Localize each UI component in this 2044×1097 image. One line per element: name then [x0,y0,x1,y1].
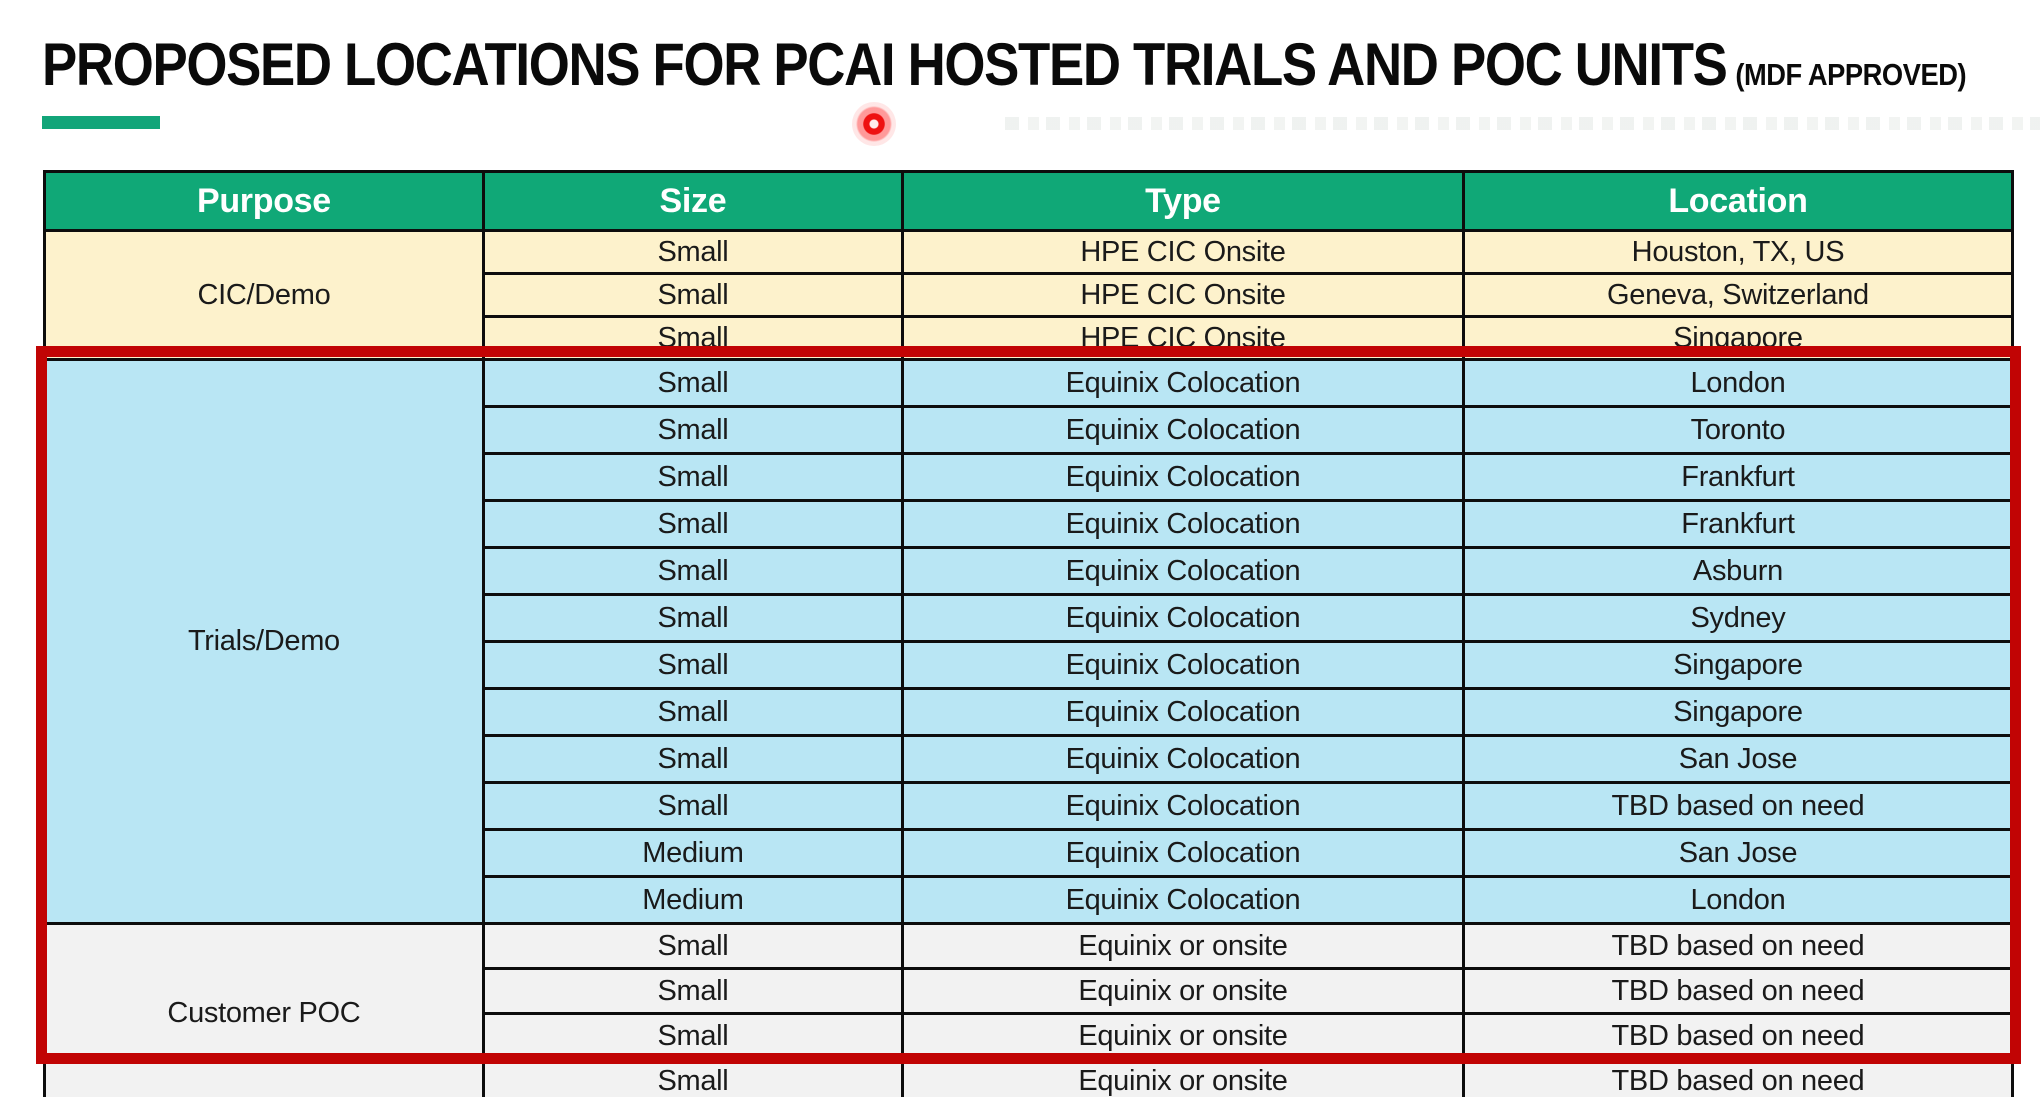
type-cell: Equinix Colocation [901,593,1465,643]
type-cell: Equinix Colocation [901,875,1465,925]
type-cell: HPE CIC Onsite [901,272,1465,318]
location-cell: Houston, TX, US [1461,229,2015,275]
size-cell: Small [481,272,905,318]
type-cell: Equinix Colocation [901,781,1465,831]
size-cell: Small [481,1057,905,1097]
table-row: Small Equinix Colocation Asburn [45,546,2015,596]
size-cell: Small [481,405,905,455]
type-cell: Equinix Colocation [901,499,1465,549]
location-cell: Toronto [1461,405,2015,455]
type-cell: Equinix Colocation [901,358,1465,408]
size-cell: Small [481,640,905,690]
size-cell: Small [481,1012,905,1060]
column-header-location: Location [1461,170,2015,232]
table-header: Purpose Size Type Location [43,170,2015,232]
table-body: CIC/Demo Small HPE CIC Onsite Houston, TX, … [43,229,2015,1097]
type-cell: Equinix Colocation [901,640,1465,690]
table-row: Small Equinix or onsite TBD based on need [45,967,2015,1015]
type-cell: Equinix or onsite [901,967,1465,1015]
type-cell: Equinix or onsite [901,1012,1465,1060]
table-row: Medium Equinix Colocation San Jose [45,828,2015,878]
location-cell: Frankfurt [1461,499,2015,549]
location-cell: Singapore [1461,315,2015,361]
type-cell: Equinix Colocation [901,546,1465,596]
type-cell: Equinix Colocation [901,828,1465,878]
table-header-row: Purpose Size Type Location [43,170,2015,232]
table-row: Small Equinix Colocation Toronto [45,405,2015,455]
location-cell: Geneva, Switzerland [1461,272,2015,318]
table-row: Small Equinix Colocation TBD based on need [45,781,2015,831]
location-cell: TBD based on need [1461,922,2015,970]
table-row: Small Equinix Colocation Sydney [45,593,2015,643]
table-row: Small Equinix Colocation Frankfurt [45,452,2015,502]
table-row: Small Equinix Colocation Singapore [45,640,2015,690]
column-header-size: Size [481,170,905,232]
table-row: Small HPE CIC Onsite Geneva, Switzerland [45,272,2015,318]
size-cell: Small [481,229,905,275]
column-header-purpose: Purpose [43,170,485,232]
location-cell: Singapore [1461,640,2015,690]
size-cell: Small [481,734,905,784]
location-cell: London [1461,358,2015,408]
size-cell: Small [481,358,905,408]
table-row: Small Equinix Colocation Singapore [45,687,2015,737]
location-cell: San Jose [1461,828,2015,878]
location-cell: TBD based on need [1461,781,2015,831]
location-cell: Sydney [1461,593,2015,643]
table-row: CIC/Demo Small HPE CIC Onsite Houston, TX, … [43,229,2015,361]
size-cell: Small [481,781,905,831]
size-cell: Small [481,499,905,549]
location-cell: San Jose [1461,734,2015,784]
type-cell: Equinix Colocation [901,452,1465,502]
type-cell: HPE CIC Onsite [901,229,1465,275]
location-cell: Frankfurt [1461,452,2015,502]
title-accent-underline [42,116,160,129]
type-cell: Equinix or onsite [901,922,1465,970]
page-title-suffix: (MDF APPROVED) [1735,57,1967,92]
location-cell: TBD based on need [1461,967,2015,1015]
type-cell: HPE CIC Onsite [901,315,1465,361]
size-cell: Medium [481,875,905,925]
purpose-cell: Customer POC [43,922,485,1097]
location-cell: TBD based on need [1461,1057,2015,1097]
location-cell: Asburn [1461,546,2015,596]
size-cell: Small [481,687,905,737]
table-row: Small Equinix Colocation San Jose [45,734,2015,784]
size-cell: Small [481,922,905,970]
size-cell: Small [481,593,905,643]
type-cell: Equinix Colocation [901,405,1465,455]
laser-pointer-dot [852,102,896,146]
locations-table: Purpose Size Type Location CIC/Demo Small… [43,170,2015,1097]
table-row: Small Equinix Colocation Frankfurt [45,499,2015,549]
table-row: Trials/Demo Small Equinix Colocation London [43,358,2015,925]
type-cell: Equinix or onsite [901,1057,1465,1097]
column-header-type: Type [901,170,1465,232]
page-title-main: PROPOSED LOCATIONS FOR PCAI HOSTED TRIAL… [42,31,1728,98]
location-cell: TBD based on need [1461,1012,2015,1060]
table-row: Customer POC Small Equinix or onsite TBD ba… [43,922,2015,1097]
size-cell: Small [481,967,905,1015]
type-cell: Equinix Colocation [901,687,1465,737]
table-row: Small Equinix or onsite TBD based on need [45,1012,2015,1060]
size-cell: Small [481,315,905,361]
type-cell: Equinix Colocation [901,734,1465,784]
purpose-cell: Trials/Demo [43,358,485,925]
size-cell: Medium [481,828,905,878]
location-cell: Singapore [1461,687,2015,737]
page-title: PROPOSED LOCATIONS FOR PCAI HOSTED TRIAL… [42,30,1967,99]
location-cell: London [1461,875,2015,925]
size-cell: Small [481,452,905,502]
size-cell: Small [481,546,905,596]
table-row: Medium Equinix Colocation London [45,875,2015,925]
ghost-text-artifact-top [1005,117,2040,130]
purpose-cell: CIC/Demo [43,229,485,361]
